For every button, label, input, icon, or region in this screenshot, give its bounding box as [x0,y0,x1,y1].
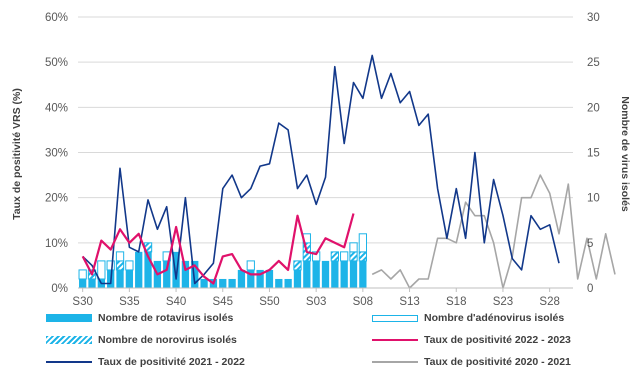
bar-rotavirus [125,269,134,288]
x-tick-label: S08 [353,296,373,308]
bar-rotavirus [312,260,320,288]
x-tick-label: S35 [119,296,139,308]
bar-norovirus [293,260,302,271]
y-right-tick-label: 15 [587,148,600,160]
bar-rotavirus [219,278,227,288]
bar-rotavirus [200,278,208,288]
bar-rotavirus [265,269,274,288]
bar-adenovirus [97,260,106,280]
y-right-tick-label: 10 [587,193,600,205]
gridlines [78,16,573,244]
bar-adenovirus [340,251,349,262]
bar-rotavirus [191,260,199,288]
bar-adenovirus [246,260,255,271]
series-line-2020-2021 [371,174,616,289]
bar-rotavirus [349,260,358,288]
y-left-axis-title: Taux de positivité VRS (%) [11,88,23,220]
bar-rotavirus [340,260,348,288]
series-line-2022-2023 [81,213,355,285]
bar-rotavirus [275,278,283,288]
y-left-tick-label: 10% [45,238,68,250]
bar-adenovirus [78,269,87,280]
x-tick-label: S28 [539,296,559,308]
bar-rotavirus [331,260,339,288]
bar-norovirus [115,260,125,271]
bar-rotavirus [303,260,311,288]
bar-adenovirus [106,260,115,271]
bar-adenovirus [115,251,125,262]
bar-rotavirus [116,269,124,288]
y-right-tick-label: 5 [587,238,593,250]
y-left-tick-label: 60% [45,12,68,24]
bar-adenovirus [312,251,321,262]
bar-rotavirus [237,269,246,288]
x-tick-label: S13 [399,296,419,308]
y-left-tick-label: 40% [45,102,68,114]
axes-layer: 0% 10% 20% 30% 40% 50% 60% 0 5 10 15 20 25 30 S30 S35 S4… [45,12,600,308]
x-tick-label: S03 [306,296,326,308]
bar-rotavirus [163,260,171,288]
bar-rotavirus [293,269,302,288]
y-left-tick-label: 50% [45,57,68,69]
y-right-tick-label: 0 [587,283,593,295]
x-tick-label: S45 [213,296,233,308]
bar-adenovirus [358,233,368,253]
x-tick-label: S18 [446,296,466,308]
y-right-tick-label: 20 [587,102,600,114]
bar-adenovirus [125,260,134,271]
y-left-tick-label: 20% [45,193,68,205]
bar-rotavirus [247,269,255,288]
series-line-2021-2022 [82,54,560,285]
y-left-tick-label: 30% [45,148,68,160]
x-tick-label: S23 [493,296,513,308]
bar-rotavirus [135,251,143,288]
bar-norovirus [349,251,358,262]
bar-norovirus [330,251,339,262]
y-left-tick-label: 0% [51,283,68,295]
bar-rotavirus [172,251,180,288]
bar-rotavirus [181,260,190,288]
bar-rotavirus [144,251,152,288]
bar-rotavirus [88,278,96,288]
y-right-axis-title: Nombre de virus isolés [619,96,631,212]
x-tick-label: S30 [72,296,92,308]
bar-rotavirus [284,278,292,288]
bar-rotavirus [228,278,236,288]
bar-rotavirus [79,278,87,288]
x-tick-label: S40 [166,296,186,308]
bar-rotavirus [359,260,367,288]
bar-rotavirus [321,260,330,288]
lines-layer [81,54,616,289]
y-right-tick-label: 30 [587,12,600,24]
y-right-tick-label: 25 [587,57,600,69]
bar-norovirus [358,251,368,262]
x-tick-label: S50 [259,296,279,308]
bar-adenovirus [349,242,358,253]
bar-rotavirus [256,269,264,288]
